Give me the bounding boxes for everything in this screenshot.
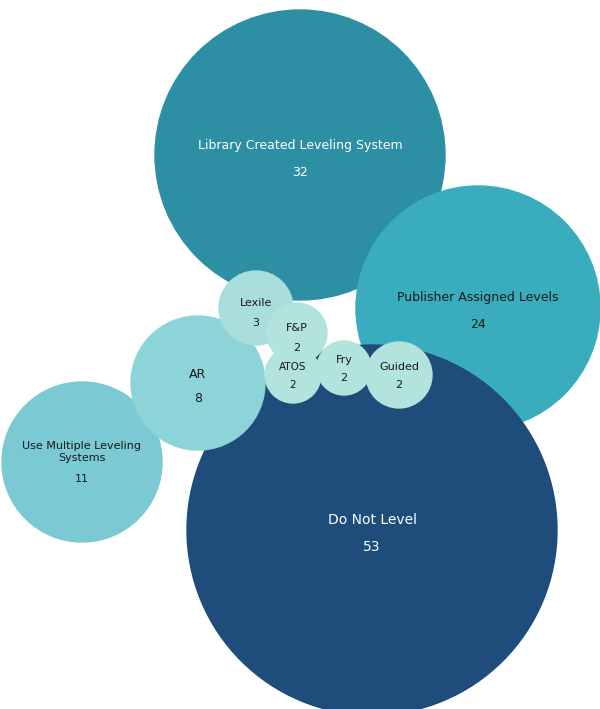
Circle shape	[219, 271, 293, 345]
Text: ATOS: ATOS	[279, 362, 307, 372]
Text: Fry: Fry	[335, 355, 352, 365]
Text: 53: 53	[363, 540, 381, 554]
Text: 2: 2	[395, 380, 403, 390]
Circle shape	[2, 382, 162, 542]
Text: 11: 11	[75, 474, 89, 484]
Circle shape	[265, 347, 321, 403]
Text: Do Not Level: Do Not Level	[328, 513, 416, 527]
Circle shape	[317, 341, 371, 395]
Text: 3: 3	[253, 318, 260, 328]
Text: Use Multiple Leveling
Systems: Use Multiple Leveling Systems	[23, 441, 142, 463]
Text: F&P: F&P	[286, 323, 308, 333]
Text: 24: 24	[470, 318, 486, 332]
Text: Lexile: Lexile	[240, 298, 272, 308]
Text: AR: AR	[190, 369, 206, 381]
Text: 2: 2	[290, 380, 296, 390]
Text: 2: 2	[340, 373, 347, 383]
Text: Library Created Leveling System: Library Created Leveling System	[197, 138, 403, 152]
Circle shape	[366, 342, 432, 408]
Circle shape	[155, 10, 445, 300]
Text: 2: 2	[293, 343, 301, 353]
Circle shape	[131, 316, 265, 450]
Circle shape	[356, 186, 600, 430]
Text: Publisher Assigned Levels: Publisher Assigned Levels	[397, 291, 559, 304]
Text: 32: 32	[292, 165, 308, 179]
Text: Guided: Guided	[379, 362, 419, 372]
Circle shape	[267, 303, 327, 363]
Text: 8: 8	[194, 391, 202, 405]
Circle shape	[187, 345, 557, 709]
